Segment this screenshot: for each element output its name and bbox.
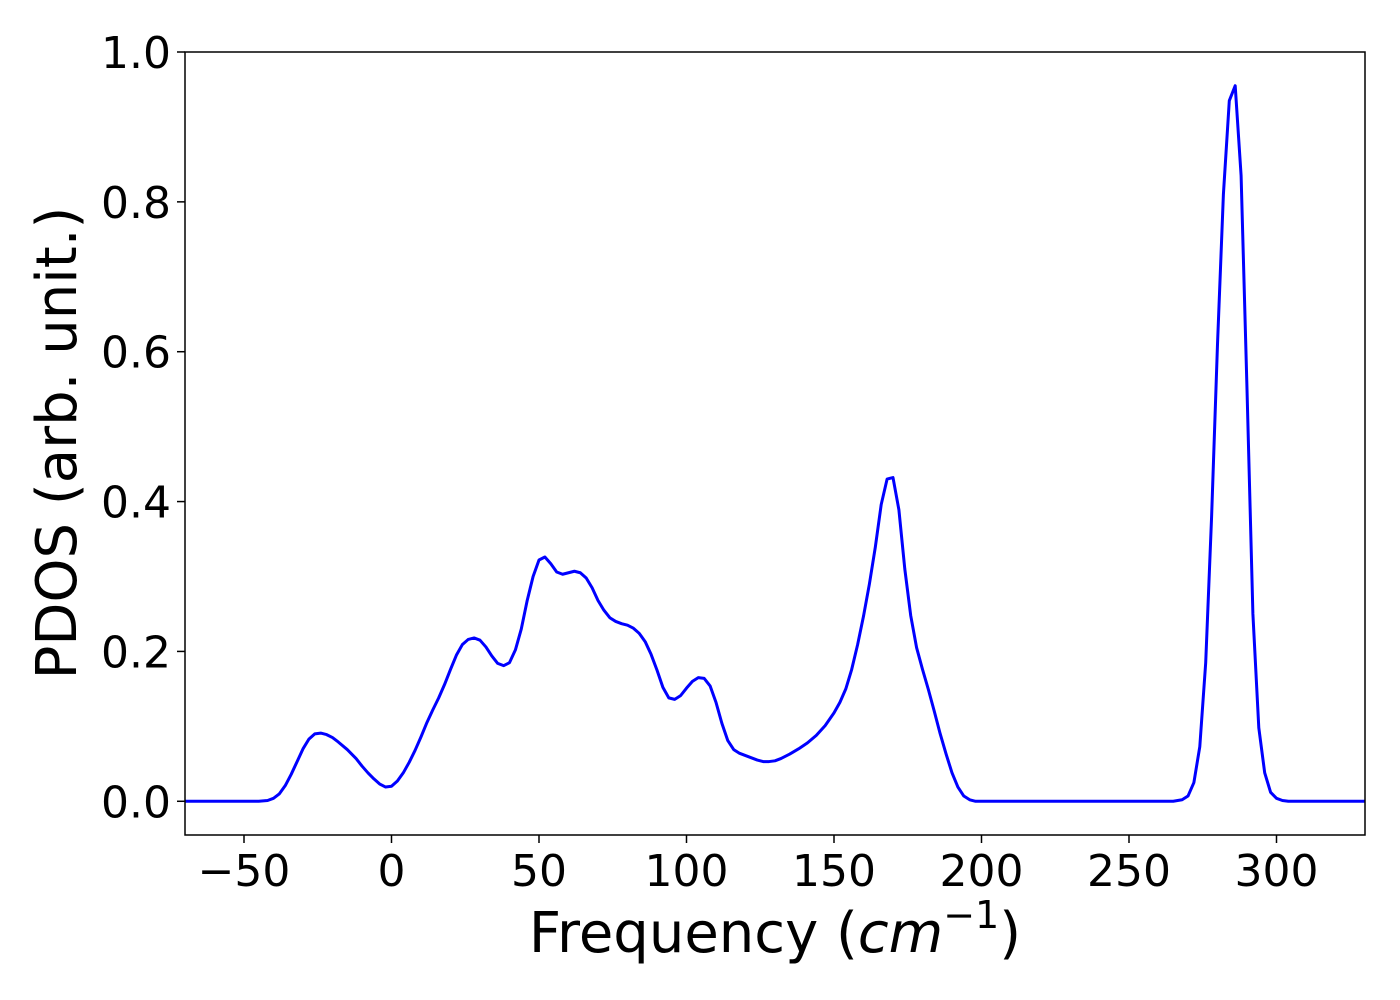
y-tick-label: 0.8 [101,178,171,229]
pdos-series-line [185,84,1365,803]
x-tick-label: 100 [645,846,729,897]
x-axis-title: Frequency (cm−1) [529,893,1021,966]
y-tick-label: 0.4 [101,478,171,529]
x-tick-label: 0 [378,846,406,897]
plot-area [185,52,1365,835]
x-tick-label: 200 [940,846,1024,897]
x-axis-unit-base: cm [858,901,943,966]
y-tick-label: 0.2 [101,627,171,678]
y-tick-label: 0.6 [101,328,171,379]
x-axis-title-text: Frequency [529,901,818,966]
x-axis-unit-exp: −1 [943,893,999,937]
y-tick-label: 1.0 [101,28,171,79]
y-axis-ticks: 0.0 0.2 0.4 0.6 0.8 1.0 [101,28,185,828]
x-tick-label: 300 [1235,846,1319,897]
x-tick-label: −50 [198,846,291,897]
x-tick-label: 250 [1087,846,1171,897]
x-tick-label: 50 [511,846,567,897]
y-tick-label: 0.0 [101,777,171,828]
x-tick-label: 150 [792,846,876,897]
y-axis-title: PDOS (arb. unit.) [25,207,90,680]
plot-frame [184,51,1366,836]
x-axis-ticks: −50 0 50 100 150 200 250 300 [198,835,1319,897]
